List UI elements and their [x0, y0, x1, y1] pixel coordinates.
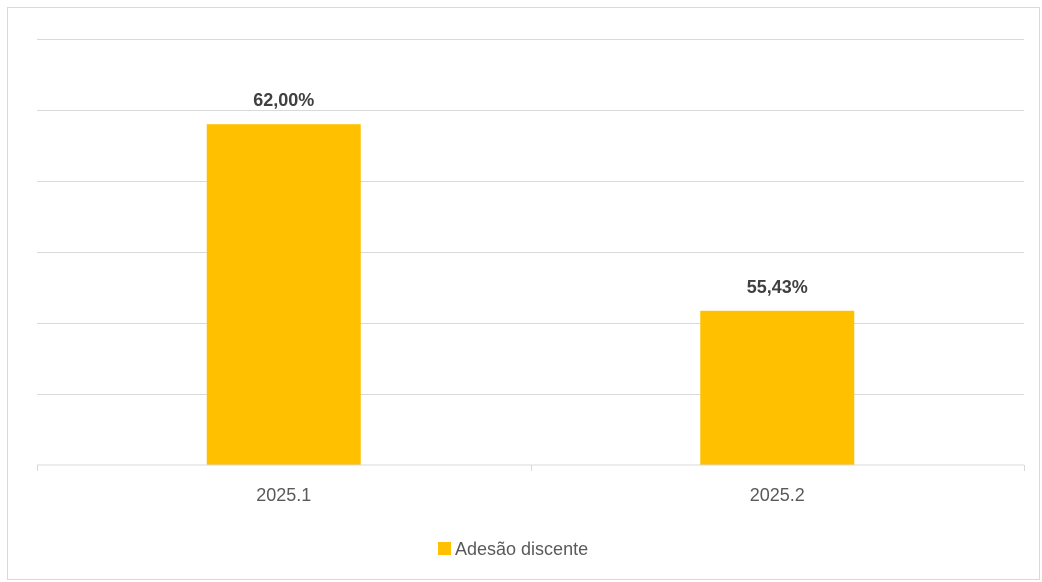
chart-frame	[7, 7, 1040, 580]
bar-2025-2	[700, 310, 855, 465]
category-labels: 2025.1 2025.2	[256, 485, 805, 505]
legend: Adesão discente	[438, 539, 588, 559]
bar-2025-1	[206, 124, 361, 465]
category-label: 2025.2	[750, 485, 805, 505]
data-label: 55,43%	[747, 277, 808, 297]
x-axis-ticks	[37, 465, 1025, 471]
legend-swatch	[438, 542, 451, 555]
data-label: 62,00%	[253, 90, 314, 110]
data-labels: 62,00% 55,43%	[253, 90, 808, 297]
grid-layer	[37, 39, 1024, 395]
category-label: 2025.1	[256, 485, 311, 505]
legend-label: Adesão discente	[455, 539, 588, 559]
bars-layer	[206, 124, 855, 465]
